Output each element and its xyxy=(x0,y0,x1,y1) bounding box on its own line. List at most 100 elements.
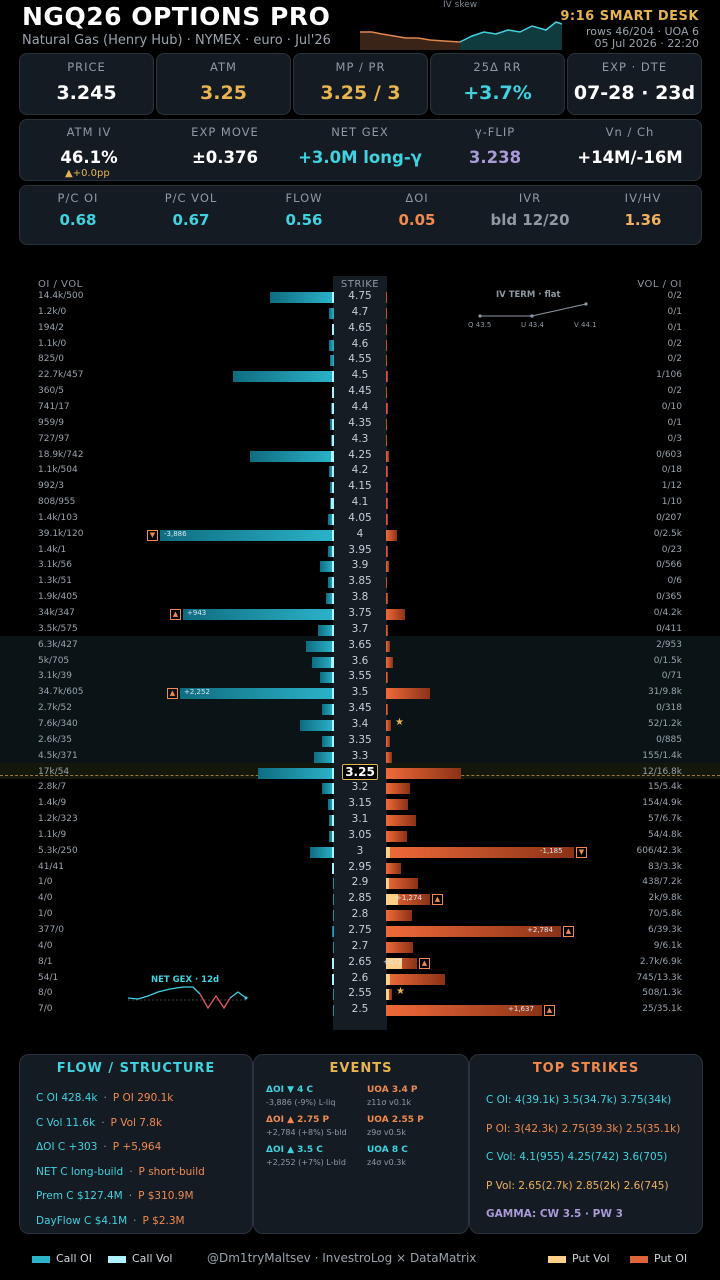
put-oi-bar xyxy=(386,752,392,763)
put-vol-bar xyxy=(386,878,389,889)
delta-oi-flag: +943 xyxy=(187,609,207,617)
put-vol-oi-text: 606/42.3k xyxy=(636,846,682,856)
kpi-label: MP / PR xyxy=(335,60,386,74)
call-vol-bar xyxy=(332,371,334,382)
net-gex-mini-title: NET GEX · 12d xyxy=(151,975,220,985)
strike-label: 2.7 xyxy=(351,940,369,952)
call-vol-bar xyxy=(332,704,334,715)
vol-oi-header: VOL / OI xyxy=(637,279,682,290)
call-vol-bar xyxy=(331,498,334,509)
call-oi-bar xyxy=(333,910,334,921)
ladder-row: 825/0 0/2 4.55 xyxy=(0,352,720,368)
ladder-row: +2,252 ▲ 34.7k/605 31/9.8k 3.5 xyxy=(0,685,720,701)
call-vol-bar xyxy=(332,720,334,731)
top-strike-line: C OI: 4(39.1k) 3.5(34.7k) 3.75(34k) xyxy=(486,1094,672,1106)
call-oi-bar xyxy=(270,292,334,303)
put-vol-oi-text: 0/1 xyxy=(667,323,682,333)
flow-put-value: P Vol 7.8k xyxy=(110,1116,163,1129)
kpi2-value: 3.238 xyxy=(468,148,522,167)
kpi-label: 25Δ RR xyxy=(473,60,522,74)
put-vol-oi-text: 0/207 xyxy=(656,513,682,523)
delta-oi-marker: ▲ xyxy=(544,1005,555,1016)
delta-oi-flag: +1,637 xyxy=(508,1005,534,1013)
call-oi-vol-text: 17k/54 xyxy=(38,767,70,777)
strike-label: 3.4 xyxy=(351,718,369,730)
put-vol-oi-text: 0/318 xyxy=(656,703,682,713)
call-oi-bar xyxy=(318,625,334,636)
call-oi-bar xyxy=(326,593,334,604)
event-detail: z4σ v0.3k xyxy=(367,1158,406,1167)
kpi-value: 07-28 · 23d xyxy=(573,82,696,104)
call-oi-bar xyxy=(330,355,334,366)
put-vol-oi-text: 0/71 xyxy=(661,671,682,681)
call-vol-bar xyxy=(331,451,334,462)
put-vol-bar xyxy=(386,847,390,858)
iv-term-u: U 43.4 xyxy=(521,321,544,329)
put-oi-bar xyxy=(386,688,430,699)
put-vol-oi-text: 508/1.3k xyxy=(642,988,682,998)
delta-oi-marker: ▲ xyxy=(432,894,443,905)
call-vol-bar xyxy=(331,657,334,668)
call-oi-bar xyxy=(333,942,334,953)
call-vol-bar xyxy=(332,482,334,493)
put-oi-bar xyxy=(386,657,393,668)
put-oi-bar xyxy=(386,847,574,858)
call-oi-bar xyxy=(258,768,334,779)
credit-text: @Dm1tryMaltsev · InvestroLog × DataMatri… xyxy=(207,1251,477,1265)
put-oi-bar xyxy=(386,799,408,810)
call-vol-bar xyxy=(332,419,334,430)
flow-title: FLOW / STRUCTURE xyxy=(56,1061,216,1076)
ladder-row: 2.8k/7 15/5.4k 3.2 xyxy=(0,780,720,796)
put-vol-oi-text: 0/2 xyxy=(667,291,682,301)
call-vol-bar xyxy=(332,799,334,810)
strike-label: 4.1 xyxy=(351,496,369,508)
ladder-row: 14.4k/500 0/2 4.75 xyxy=(0,289,720,305)
event-detail: -3,886 (-9%) L-liq xyxy=(266,1098,336,1107)
kpi2-label: NET GEX xyxy=(331,125,389,139)
call-oi-bar xyxy=(180,688,334,699)
delta-oi-marker: ▲ xyxy=(563,926,574,937)
kpi3-label: IVR xyxy=(518,191,542,205)
put-vol-oi-text: 57/6.7k xyxy=(647,814,682,824)
call-vol-bar xyxy=(332,435,334,446)
call-oi-bar xyxy=(333,894,334,905)
put-oi-bar xyxy=(386,736,390,747)
put-oi-bar xyxy=(386,466,388,477)
strike-label: 3.95 xyxy=(348,544,372,556)
call-oi-bar xyxy=(333,878,334,889)
strike-label: 4.2 xyxy=(351,464,369,476)
legend-call-oi: Call OI xyxy=(32,1252,92,1265)
ladder-row: 959/9 0/1 4.35 xyxy=(0,416,720,432)
flow-call-value: NET C long-build xyxy=(36,1165,124,1178)
strike-header: STRIKE xyxy=(340,279,380,290)
put-oi-bar xyxy=(386,641,390,652)
strike-label: 2.85 xyxy=(348,892,372,904)
call-oi-vol-text: 3.1k/39 xyxy=(38,671,73,681)
strike-label: 4.65 xyxy=(348,322,372,334)
kpi3-value: 0.05 xyxy=(398,211,436,229)
ladder-row: 741/17 0/10 4.4 xyxy=(0,400,720,416)
call-vol-bar xyxy=(332,387,334,398)
strike-label: 3.35 xyxy=(348,734,372,746)
call-oi-bar xyxy=(306,641,334,652)
put-vol-oi-text: 0/566 xyxy=(656,560,682,570)
flow-line: NET C long-build · P short-build xyxy=(36,1166,205,1178)
strike-label: 2.5 xyxy=(351,1003,369,1015)
put-vol-oi-text: 31/9.8k xyxy=(647,687,682,697)
put-oi-bar xyxy=(386,720,391,731)
flow-separator: · xyxy=(103,1141,107,1153)
put-oi-bar xyxy=(386,371,388,382)
strike-label: 4.75 xyxy=(348,290,372,302)
top-strike-line: C Vol: 4.1(955) 4.25(742) 3.6(705) xyxy=(486,1151,668,1163)
top-strike-line: P Vol: 2.65(2.7k) 2.85(2k) 2.6(745) xyxy=(486,1179,669,1192)
events-card: EVENTS ΔOI ▼ 4 C -3,886 (-9%) L-liq ΔOI ▲ … xyxy=(253,1054,469,1234)
put-oi-bar xyxy=(386,419,387,430)
call-oi-vol-text: 1.4k/1 xyxy=(38,545,67,555)
atm-iv-change: ▲+0.0pp xyxy=(65,168,110,179)
strike-label: 3.1 xyxy=(351,813,369,825)
ladder-row: 3.1k/56 0/566 3.9 xyxy=(0,558,720,574)
iv-term-chart xyxy=(478,302,588,318)
kpi-card-4: EXP · DTE 07-28 · 23d xyxy=(567,53,702,115)
strike-label: 2.75 xyxy=(348,924,372,936)
call-oi-bar xyxy=(322,704,334,715)
